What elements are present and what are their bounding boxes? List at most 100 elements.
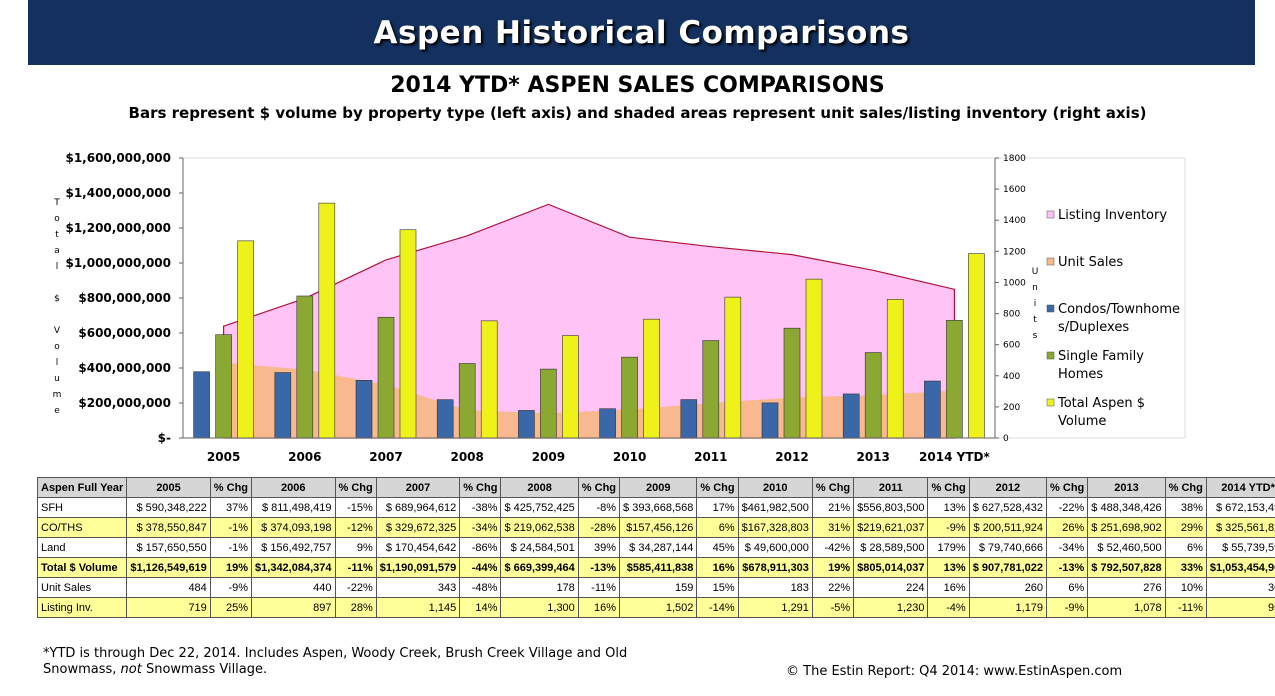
x-tick-label: 2010 [613,450,646,464]
y-tick-label: $400,000,000 [78,361,171,375]
table-cell: $ 393,668,568 [619,497,698,518]
table-cell: $ 52,460,500 [1087,537,1166,558]
table-row-label: Total $ Volume [36,557,128,578]
y2-tick-label: 200 [1003,403,1020,413]
y2-axis-title-char: i [1034,299,1037,309]
footnote-line1: *YTD is through Dec 22, 2014. Includes A… [43,646,628,661]
table-cell: -11% [1164,597,1207,618]
table-cell: $ 627,528,432 [968,497,1048,518]
table-row-label: SFH [36,497,128,518]
table-cell: 224 [853,577,929,598]
table-header-cell: 2011 [853,477,929,498]
table-cell: $157,456,126 [619,517,698,538]
footnote-line2-emphasis: not [120,662,142,677]
table-cell: $ 378,550,847 [126,517,211,538]
table-header-cell: % Chg [696,477,739,498]
table-cell: $ 156,492,757 [251,537,336,558]
table-cell: 1,291 [737,597,813,618]
table-cell: 6% [1164,537,1207,558]
table-cell: 159 [619,577,698,598]
table-cell: 31% [811,517,855,538]
table-cell: 16% [696,557,739,578]
bar-total-aspen-volume-2012 [805,278,823,439]
bar-single-family-homes-2006 [296,295,314,439]
table-header-row: Aspen Full Year 2005% Chg 2006% Chg 2007% C… [36,477,1275,498]
table-cell: 19% [209,557,253,578]
table-cell: 19% [811,557,855,578]
table-cell: 45% [696,537,739,558]
y2-axis-title-char: n [1032,283,1038,293]
x-tick-label: 2008 [450,450,483,464]
table-cell: 1,179 [968,597,1048,618]
table-cell: $ 811,498,419 [251,497,336,518]
table-cell: -48% [459,577,502,598]
footnote-line2-post: Snowmass Village. [141,662,268,677]
x-tick-label: 2007 [369,450,402,464]
table-cell: 21% [811,497,855,518]
y-axis-title-char: V [54,326,61,336]
bar-total-aspen-volume-2008 [480,320,498,439]
table-header-cell: % Chg [811,477,855,498]
legend-label: Homes [1058,367,1103,382]
x-tick-label: 2011 [694,450,727,464]
table-header-cell: % Chg [927,477,970,498]
x-tick-label: 2006 [288,450,321,464]
table-header-cell: Aspen Full Year [36,477,128,498]
table-cell: -86% [459,537,502,558]
banner-title: Aspen Historical Comparisons [373,14,910,51]
table-cell: $ 157,650,550 [126,537,211,558]
y-axis-title-char: t [55,230,59,240]
table-cell: 10% [1164,577,1207,598]
table-cell: 304 [1205,577,1275,598]
y-axis-title-char: u [54,374,60,384]
y-tick-label: $800,000,000 [78,291,171,305]
table-cell: 440 [251,577,336,598]
legend-swatch [1046,210,1055,219]
table-cell: 1,502 [619,597,698,618]
table-cell: $ 689,964,612 [375,497,461,518]
y-tick-label: $600,000,000 [78,326,171,340]
table-cell: -34% [459,517,502,538]
table-cell: 15% [696,577,739,598]
bar-condos-townhomes-duplexes-2014-ytd- [924,380,941,439]
table-cell: -34% [1046,537,1089,558]
table-cell: 28% [334,597,377,618]
y-axis-title-char: l [56,358,59,368]
legend-label: Unit Sales [1058,255,1123,270]
chart-title: 2014 YTD* ASPEN SALES COMPARISONS [390,73,885,98]
table-cell: $1,342,084,374 [251,557,336,578]
bar-single-family-homes-2012 [783,327,801,439]
bar-condos-townhomes-duplexes-2011 [680,399,698,439]
table-cell: -1% [209,517,253,538]
table-cell: $ 200,511,924 [968,517,1048,538]
y-axis-title-char: a [54,246,60,256]
table-header-cell: % Chg [459,477,502,498]
table-cell: 1,230 [853,597,929,618]
y2-tick-label: 600 [1003,341,1020,351]
bar-total-aspen-volume-2011 [724,296,742,439]
footnote: *YTD is through Dec 22, 2014. Includes A… [43,646,743,678]
table-cell: 17% [696,497,739,518]
legend-label: Single Family [1058,349,1144,364]
bar-total-aspen-volume-2010 [643,318,660,439]
table-header-cell: % Chg [334,477,377,498]
y-tick-label: $1,400,000,000 [65,186,171,200]
table-cell: $167,328,803 [737,517,813,538]
table-row-label: Listing Inv. [36,597,128,618]
table-cell: -5% [811,597,855,618]
table-cell: $ 251,698,902 [1087,517,1166,538]
bar-condos-townhomes-duplexes-2008 [436,399,454,439]
bar-single-family-homes-2011 [702,340,720,439]
x-tick-label: 2009 [532,450,565,464]
table-row: Unit Sales 484 -9% 440 -22% 343 -48% 178 -11% 159… [36,577,1275,598]
y-tick-label: $1,000,000,000 [65,256,171,270]
bar-single-family-homes-2010 [621,356,638,439]
table-cell: -9% [927,517,970,538]
table-cell: -15% [334,497,377,518]
table-cell: 16% [577,597,621,618]
bar-total-aspen-volume-2013 [886,299,904,439]
table-cell: 343 [375,577,461,598]
table-cell: $ 672,153,490 [1205,497,1275,518]
table-cell: $ 374,093,198 [251,517,336,538]
table-cell: -28% [577,517,621,538]
